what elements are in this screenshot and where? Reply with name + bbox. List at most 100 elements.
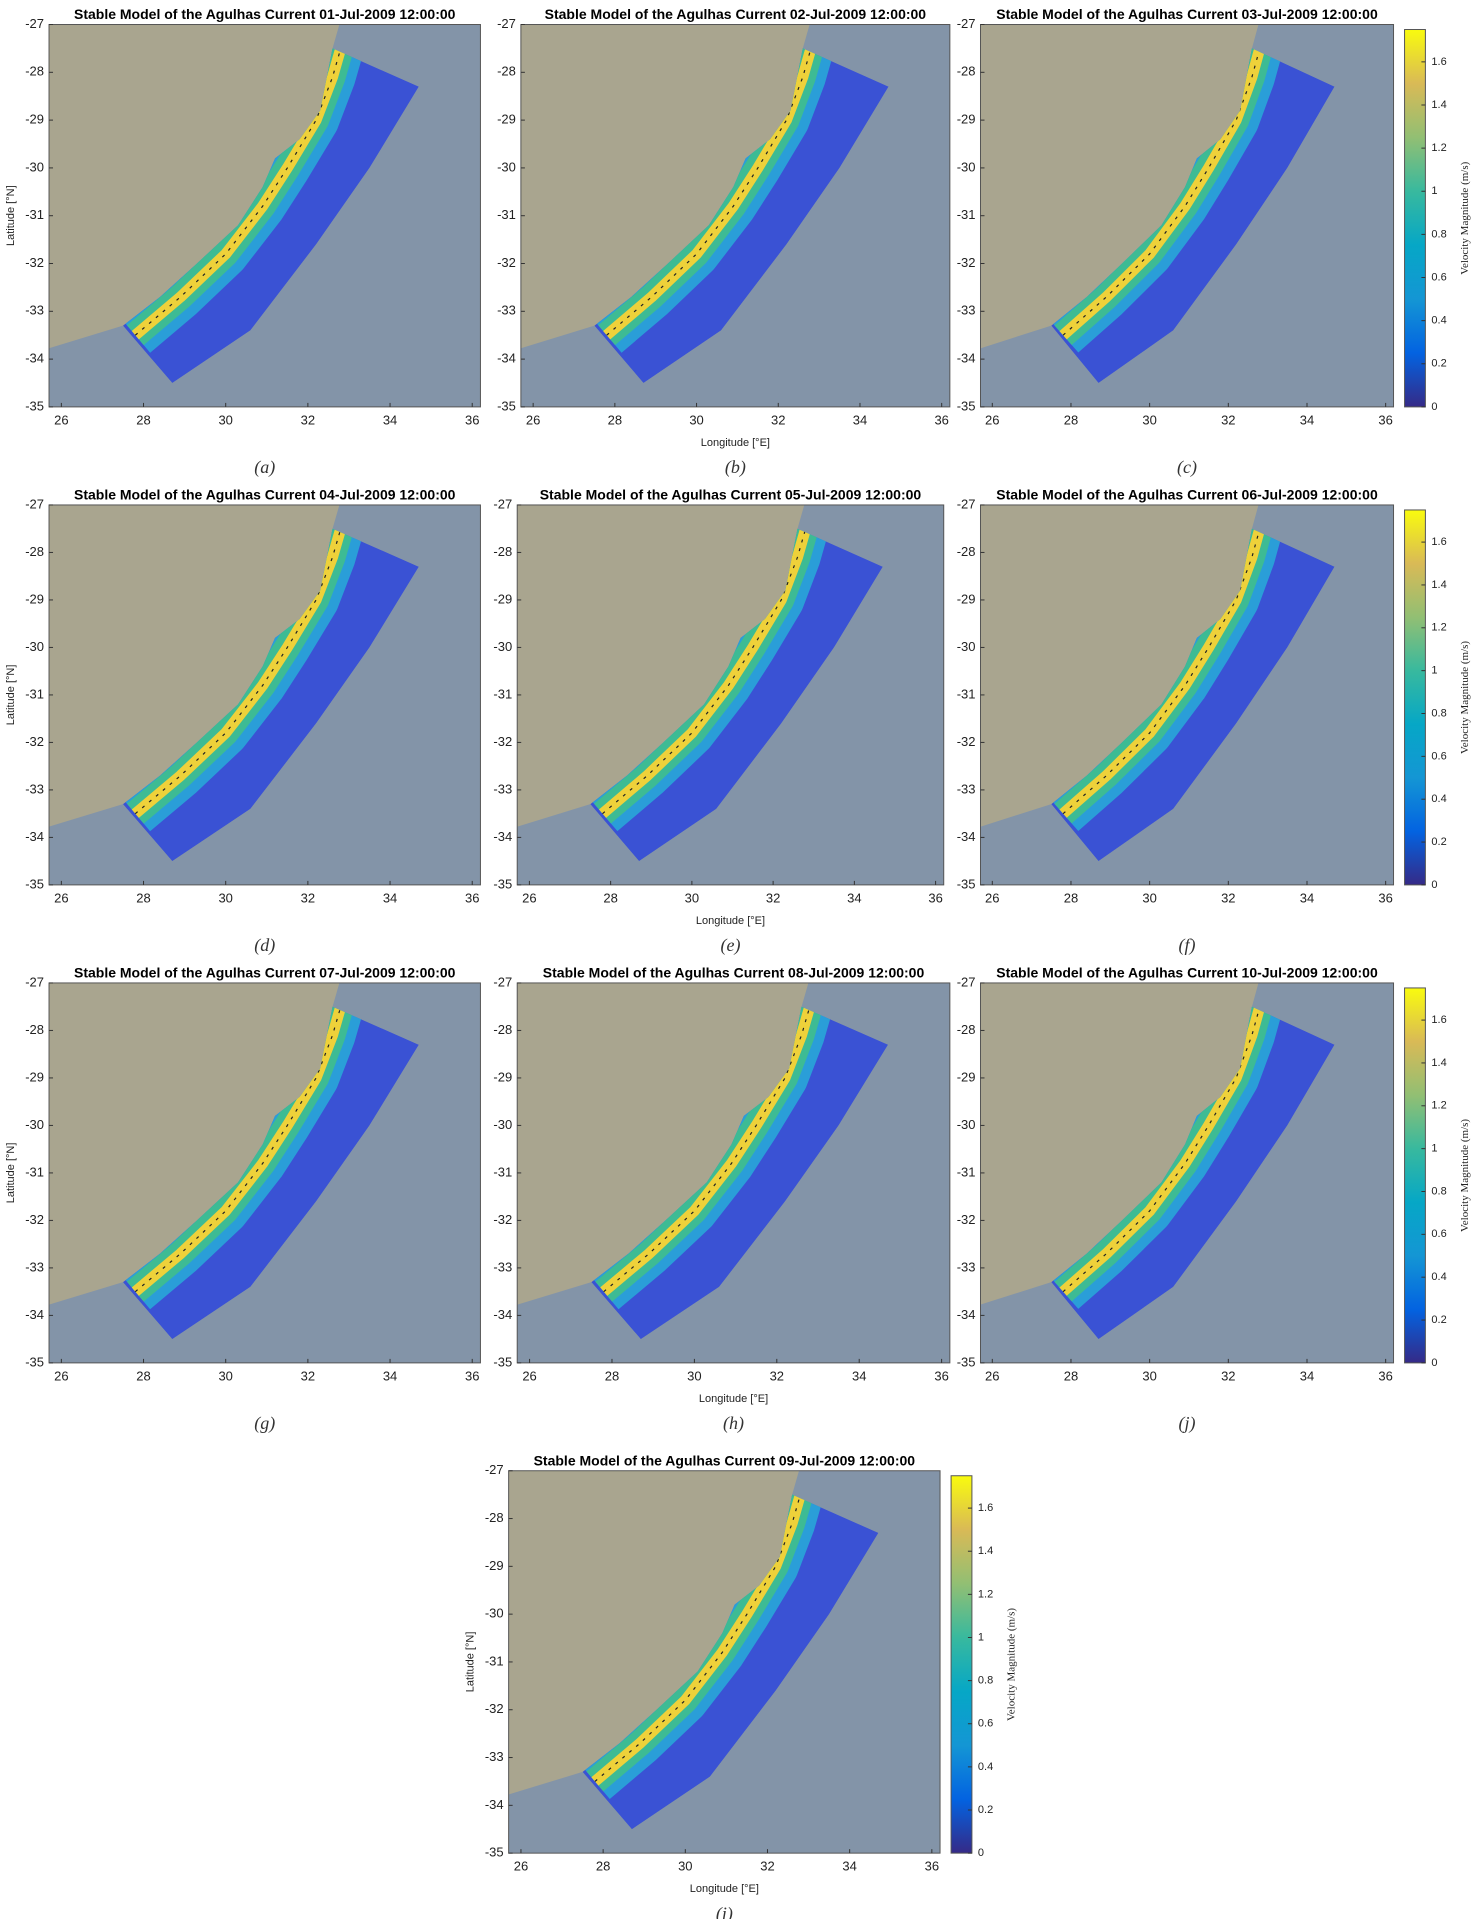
x-tick-label: 36 <box>1378 412 1392 427</box>
y-tick-label: -31 <box>497 207 516 222</box>
x-tick-label: 28 <box>1064 412 1078 427</box>
y-tick-label: -35 <box>25 398 44 413</box>
y-tick-label: -27 <box>957 496 976 511</box>
colorbar-tick-label: 1.6 <box>1431 536 1446 548</box>
current-field <box>594 48 889 384</box>
y-tick-label: -31 <box>25 686 44 701</box>
colorbar-tick-label: 1.4 <box>978 1545 993 1557</box>
current-field <box>582 1494 879 1830</box>
x-tick-label: 30 <box>1142 1368 1156 1383</box>
colorbar-tick-label: 0.8 <box>978 1675 993 1687</box>
x-axis-label: Longitude [°E] <box>701 437 770 449</box>
colorbar-tick-label: 1 <box>978 1631 984 1643</box>
y-tick-label: -28 <box>25 1022 44 1037</box>
current-field <box>590 528 883 862</box>
current-core <box>131 528 347 818</box>
colorbar-tick-label: 1.6 <box>978 1502 993 1514</box>
x-tick-label: 32 <box>766 890 780 905</box>
current-field <box>1051 1006 1335 1340</box>
colorbar-tick-label: 1.2 <box>1431 622 1446 634</box>
x-tick-label: 30 <box>218 890 232 905</box>
y-tick-label: -33 <box>497 303 516 318</box>
panel-title: Stable Model of the Agulhas Current 02-J… <box>545 6 927 22</box>
colorbar <box>1404 509 1426 886</box>
current-arrows <box>1062 1006 1261 1293</box>
current-core <box>600 1006 816 1296</box>
colorbar-tick-label: 0.2 <box>1431 358 1446 370</box>
current-field <box>591 1006 889 1340</box>
x-tick-label: 28 <box>596 1859 610 1874</box>
y-tick-label: -27 <box>493 496 512 511</box>
colorbar-tick-label: 0 <box>1431 1357 1437 1369</box>
x-tick-label: 34 <box>853 412 867 427</box>
current-field <box>122 528 419 862</box>
map-area <box>517 982 950 1363</box>
map-area <box>49 982 481 1363</box>
x-tick-label: 34 <box>1300 1368 1314 1383</box>
y-tick-label: -32 <box>25 1212 44 1227</box>
panel-caption: (c) <box>1177 457 1197 478</box>
y-tick-label: -31 <box>493 686 512 701</box>
land <box>517 982 809 1305</box>
x-tick-label: 32 <box>771 412 785 427</box>
y-tick-label: -34 <box>497 351 516 366</box>
x-tick-label: 28 <box>608 412 622 427</box>
x-tick-label: 28 <box>136 412 150 427</box>
x-tick-label: 26 <box>54 412 68 427</box>
x-axis-label: Longitude [°E] <box>699 1393 768 1405</box>
y-tick-label: -28 <box>25 64 44 79</box>
x-tick-label: 36 <box>934 1368 948 1383</box>
y-tick-label: -32 <box>493 734 512 749</box>
colorbar-tick-label: 1.2 <box>1431 1100 1446 1112</box>
y-tick-label: -33 <box>957 1259 976 1274</box>
current-arrows <box>1062 48 1261 336</box>
y-tick-label: -34 <box>25 829 44 844</box>
current-core <box>598 528 811 818</box>
y-tick-label: -27 <box>25 974 44 989</box>
x-tick-label: 32 <box>770 1368 784 1383</box>
colorbar-tick-label: 0.8 <box>1431 707 1446 719</box>
y-tick-label: -32 <box>957 1212 976 1227</box>
y-tick-label: -34 <box>957 351 976 366</box>
land <box>980 982 1259 1305</box>
map-area <box>517 504 944 885</box>
y-tick-label: -35 <box>493 1354 512 1369</box>
colorbar-tick-label: 1.2 <box>1431 142 1446 154</box>
y-tick-label: -35 <box>485 1845 504 1860</box>
colorbar-tick-label: 0.2 <box>1431 1314 1446 1326</box>
map-area <box>49 504 481 885</box>
y-tick-label: -34 <box>957 829 976 844</box>
x-tick-label: 30 <box>1142 890 1156 905</box>
colorbar-tick-label: 0.4 <box>1431 315 1446 327</box>
panel-title: Stable Model of the Agulhas Current 09-J… <box>534 1452 916 1468</box>
x-tick-label: 36 <box>928 890 942 905</box>
y-tick-label: -32 <box>25 734 44 749</box>
y-tick-label: -30 <box>25 639 44 654</box>
y-tick-label: -33 <box>25 1259 44 1274</box>
y-tick-label: -32 <box>497 255 516 270</box>
land <box>49 982 340 1305</box>
colorbar-tick-label: 0.4 <box>978 1761 993 1773</box>
panel-title: Stable Model of the Agulhas Current 05-J… <box>540 487 922 503</box>
y-tick-label: -29 <box>957 1069 976 1084</box>
y-tick-label: -28 <box>957 64 976 79</box>
x-tick-label: 36 <box>925 1859 939 1874</box>
colorbar-tick-label: 1 <box>1431 185 1437 197</box>
y-tick-label: -35 <box>25 1354 44 1369</box>
panel-caption: (g) <box>254 1413 275 1434</box>
y-axis-label: Latitude [°N] <box>465 1632 477 1693</box>
current-field <box>1051 528 1335 862</box>
y-tick-label: -29 <box>957 112 976 127</box>
colorbar <box>950 1475 973 1854</box>
x-tick-label: 36 <box>465 890 479 905</box>
current-field <box>1051 48 1335 384</box>
x-tick-label: 32 <box>1221 890 1235 905</box>
y-tick-label: -30 <box>957 1117 976 1132</box>
y-tick-label: -28 <box>493 544 512 559</box>
panel-title: Stable Model of the Agulhas Current 07-J… <box>74 965 456 981</box>
colorbar <box>1404 987 1426 1364</box>
map-area <box>980 504 1394 885</box>
x-tick-label: 28 <box>603 890 617 905</box>
x-tick-label: 34 <box>1300 890 1314 905</box>
